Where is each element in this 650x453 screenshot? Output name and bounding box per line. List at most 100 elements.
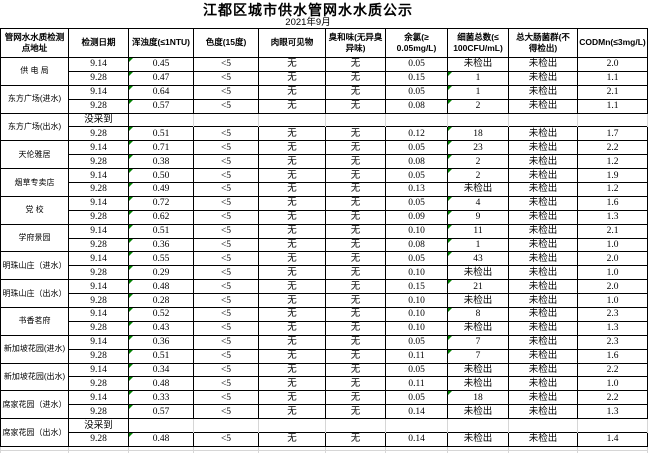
cell-coliform[interactable]: 未检出 — [508, 223, 578, 239]
cell-visible-matter[interactable]: 无 — [258, 154, 326, 170]
cell-coliform[interactable]: 未检出 — [508, 348, 578, 364]
cell-odor-taste[interactable]: 无 — [325, 334, 386, 350]
cell-bacteria[interactable]: 未检出 — [447, 265, 509, 281]
cell-visible-matter[interactable]: 无 — [258, 404, 326, 420]
cell-codmn[interactable]: 1.0 — [577, 293, 648, 309]
cell-chlorine[interactable]: 0.10 — [385, 293, 448, 309]
cell-chroma[interactable]: <5 — [193, 182, 259, 197]
cell-bacteria[interactable]: 2 — [447, 98, 509, 114]
cell-bacteria[interactable]: 11 — [447, 223, 509, 239]
cell-chroma[interactable]: <5 — [193, 376, 259, 392]
cell-odor-taste[interactable]: 无 — [325, 279, 386, 295]
cell-coliform[interactable]: 未检出 — [508, 70, 578, 86]
cell-date[interactable]: 9.28 — [68, 293, 129, 309]
cell-site-address[interactable]: 党 校 — [0, 195, 69, 225]
cell-coliform[interactable]: 未检出 — [508, 237, 578, 253]
cell-odor-taste[interactable]: 无 — [325, 140, 386, 156]
cell-date[interactable]: 9.14 — [68, 140, 129, 156]
cell-odor-taste[interactable]: 无 — [325, 98, 386, 114]
empty-cell[interactable] — [258, 418, 326, 433]
cell-date[interactable]: 9.28 — [68, 404, 129, 420]
cell-codmn[interactable]: 2.3 — [577, 307, 648, 322]
cell-bacteria[interactable]: 2 — [447, 168, 509, 184]
cell-coliform[interactable]: 未检出 — [508, 390, 578, 406]
cell-codmn[interactable]: 1.4 — [577, 432, 648, 447]
cell-bacteria[interactable]: 23 — [447, 140, 509, 156]
cell-site-address[interactable]: 书香茗府 — [0, 307, 69, 336]
cell-coliform[interactable]: 未检出 — [508, 307, 578, 322]
cell-not-sampled[interactable]: 没采到 — [68, 418, 129, 434]
cell-date[interactable]: 9.14 — [68, 223, 129, 239]
cell-bacteria[interactable]: 未检出 — [447, 432, 509, 447]
cell-chroma[interactable]: <5 — [193, 168, 259, 184]
cell-date[interactable]: 9.14 — [68, 251, 129, 267]
cell-chlorine[interactable]: 0.09 — [385, 209, 448, 225]
cell-chroma[interactable]: <5 — [193, 293, 259, 309]
cell-coliform[interactable]: 未检出 — [508, 279, 578, 295]
cell-chroma[interactable]: <5 — [193, 334, 259, 350]
cell-coliform[interactable]: 未检出 — [508, 293, 578, 309]
cell-visible-matter[interactable]: 无 — [258, 320, 326, 336]
cell-codmn[interactable]: 1.9 — [577, 168, 648, 184]
cell-turbidity[interactable]: 0.51 — [128, 348, 194, 364]
cell-site-address[interactable]: 新加坡花园(进水) — [0, 334, 69, 364]
cell-coliform[interactable]: 未检出 — [508, 140, 578, 156]
header-site-address[interactable]: 管网水水质检测 点地址 — [0, 28, 69, 58]
cell-chlorine[interactable]: 0.12 — [385, 126, 448, 142]
cell-bacteria[interactable]: 21 — [447, 279, 509, 295]
cell-chlorine[interactable]: 0.05 — [385, 195, 448, 211]
empty-cell[interactable] — [258, 113, 326, 127]
cell-codmn[interactable]: 2.0 — [577, 251, 648, 267]
cell-codmn[interactable]: 1.6 — [577, 348, 648, 364]
cell-chroma[interactable]: <5 — [193, 237, 259, 253]
cell-bacteria[interactable]: 8 — [447, 307, 509, 322]
cell-turbidity[interactable]: 0.55 — [128, 251, 194, 267]
cell-odor-taste[interactable]: 无 — [325, 348, 386, 364]
cell-not-sampled[interactable]: 没采到 — [68, 112, 129, 128]
cell-chroma[interactable]: <5 — [193, 209, 259, 225]
cell-bacteria[interactable]: 未检出 — [447, 404, 509, 420]
cell-chroma[interactable]: <5 — [193, 307, 259, 322]
cell-odor-taste[interactable]: 无 — [325, 182, 386, 197]
cell-turbidity[interactable]: 0.71 — [128, 140, 194, 156]
cell-date[interactable]: 9.28 — [68, 98, 129, 114]
cell-turbidity[interactable]: 0.45 — [128, 57, 194, 72]
empty-cell[interactable] — [447, 113, 509, 127]
cell-turbidity[interactable]: 0.36 — [128, 334, 194, 350]
cell-visible-matter[interactable]: 无 — [258, 209, 326, 225]
cell-chlorine[interactable]: 0.11 — [385, 348, 448, 364]
cell-chroma[interactable]: <5 — [193, 57, 259, 72]
cell-turbidity[interactable]: 0.29 — [128, 265, 194, 281]
cell-turbidity[interactable]: 0.52 — [128, 307, 194, 322]
empty-cell[interactable] — [577, 113, 648, 127]
cell-site-address[interactable]: 东方广场(进水) — [0, 84, 69, 114]
header-codmn[interactable]: CODMn(≤3mg/L) — [577, 28, 648, 58]
cell-visible-matter[interactable]: 无 — [258, 251, 326, 267]
cell-date[interactable]: 9.28 — [68, 154, 129, 170]
cell-coliform[interactable]: 未检出 — [508, 84, 578, 100]
header-odor-taste[interactable]: 臭和味(无异臭 异味) — [325, 28, 386, 58]
cell-coliform[interactable]: 未检出 — [508, 376, 578, 392]
header-date[interactable]: 检测日期 — [68, 28, 129, 58]
header-chroma[interactable]: 色度(15度) — [193, 28, 259, 58]
cell-turbidity[interactable]: 0.48 — [128, 432, 194, 447]
cell-turbidity[interactable]: 0.57 — [128, 404, 194, 420]
cell-visible-matter[interactable]: 无 — [258, 334, 326, 350]
cell-chlorine[interactable]: 0.05 — [385, 362, 448, 378]
cell-bacteria[interactable]: 7 — [447, 334, 509, 350]
cell-chroma[interactable]: <5 — [193, 390, 259, 406]
cell-site-address[interactable]: 明珠山庄（出水） — [0, 279, 69, 309]
cell-chroma[interactable]: <5 — [193, 279, 259, 295]
cell-turbidity[interactable]: 0.43 — [128, 320, 194, 336]
cell-site-address[interactable]: 明珠山庄（进水） — [0, 251, 69, 281]
cell-visible-matter[interactable]: 无 — [258, 57, 326, 72]
cell-turbidity[interactable]: 0.47 — [128, 70, 194, 86]
cell-date[interactable]: 9.14 — [68, 334, 129, 350]
cell-coliform[interactable]: 未检出 — [508, 320, 578, 336]
cell-coliform[interactable]: 未检出 — [508, 209, 578, 225]
cell-bacteria[interactable]: 9 — [447, 209, 509, 225]
cell-chroma[interactable]: <5 — [193, 70, 259, 86]
cell-bacteria[interactable]: 2 — [447, 154, 509, 170]
cell-odor-taste[interactable]: 无 — [325, 307, 386, 322]
cell-codmn[interactable]: 2.0 — [577, 279, 648, 295]
